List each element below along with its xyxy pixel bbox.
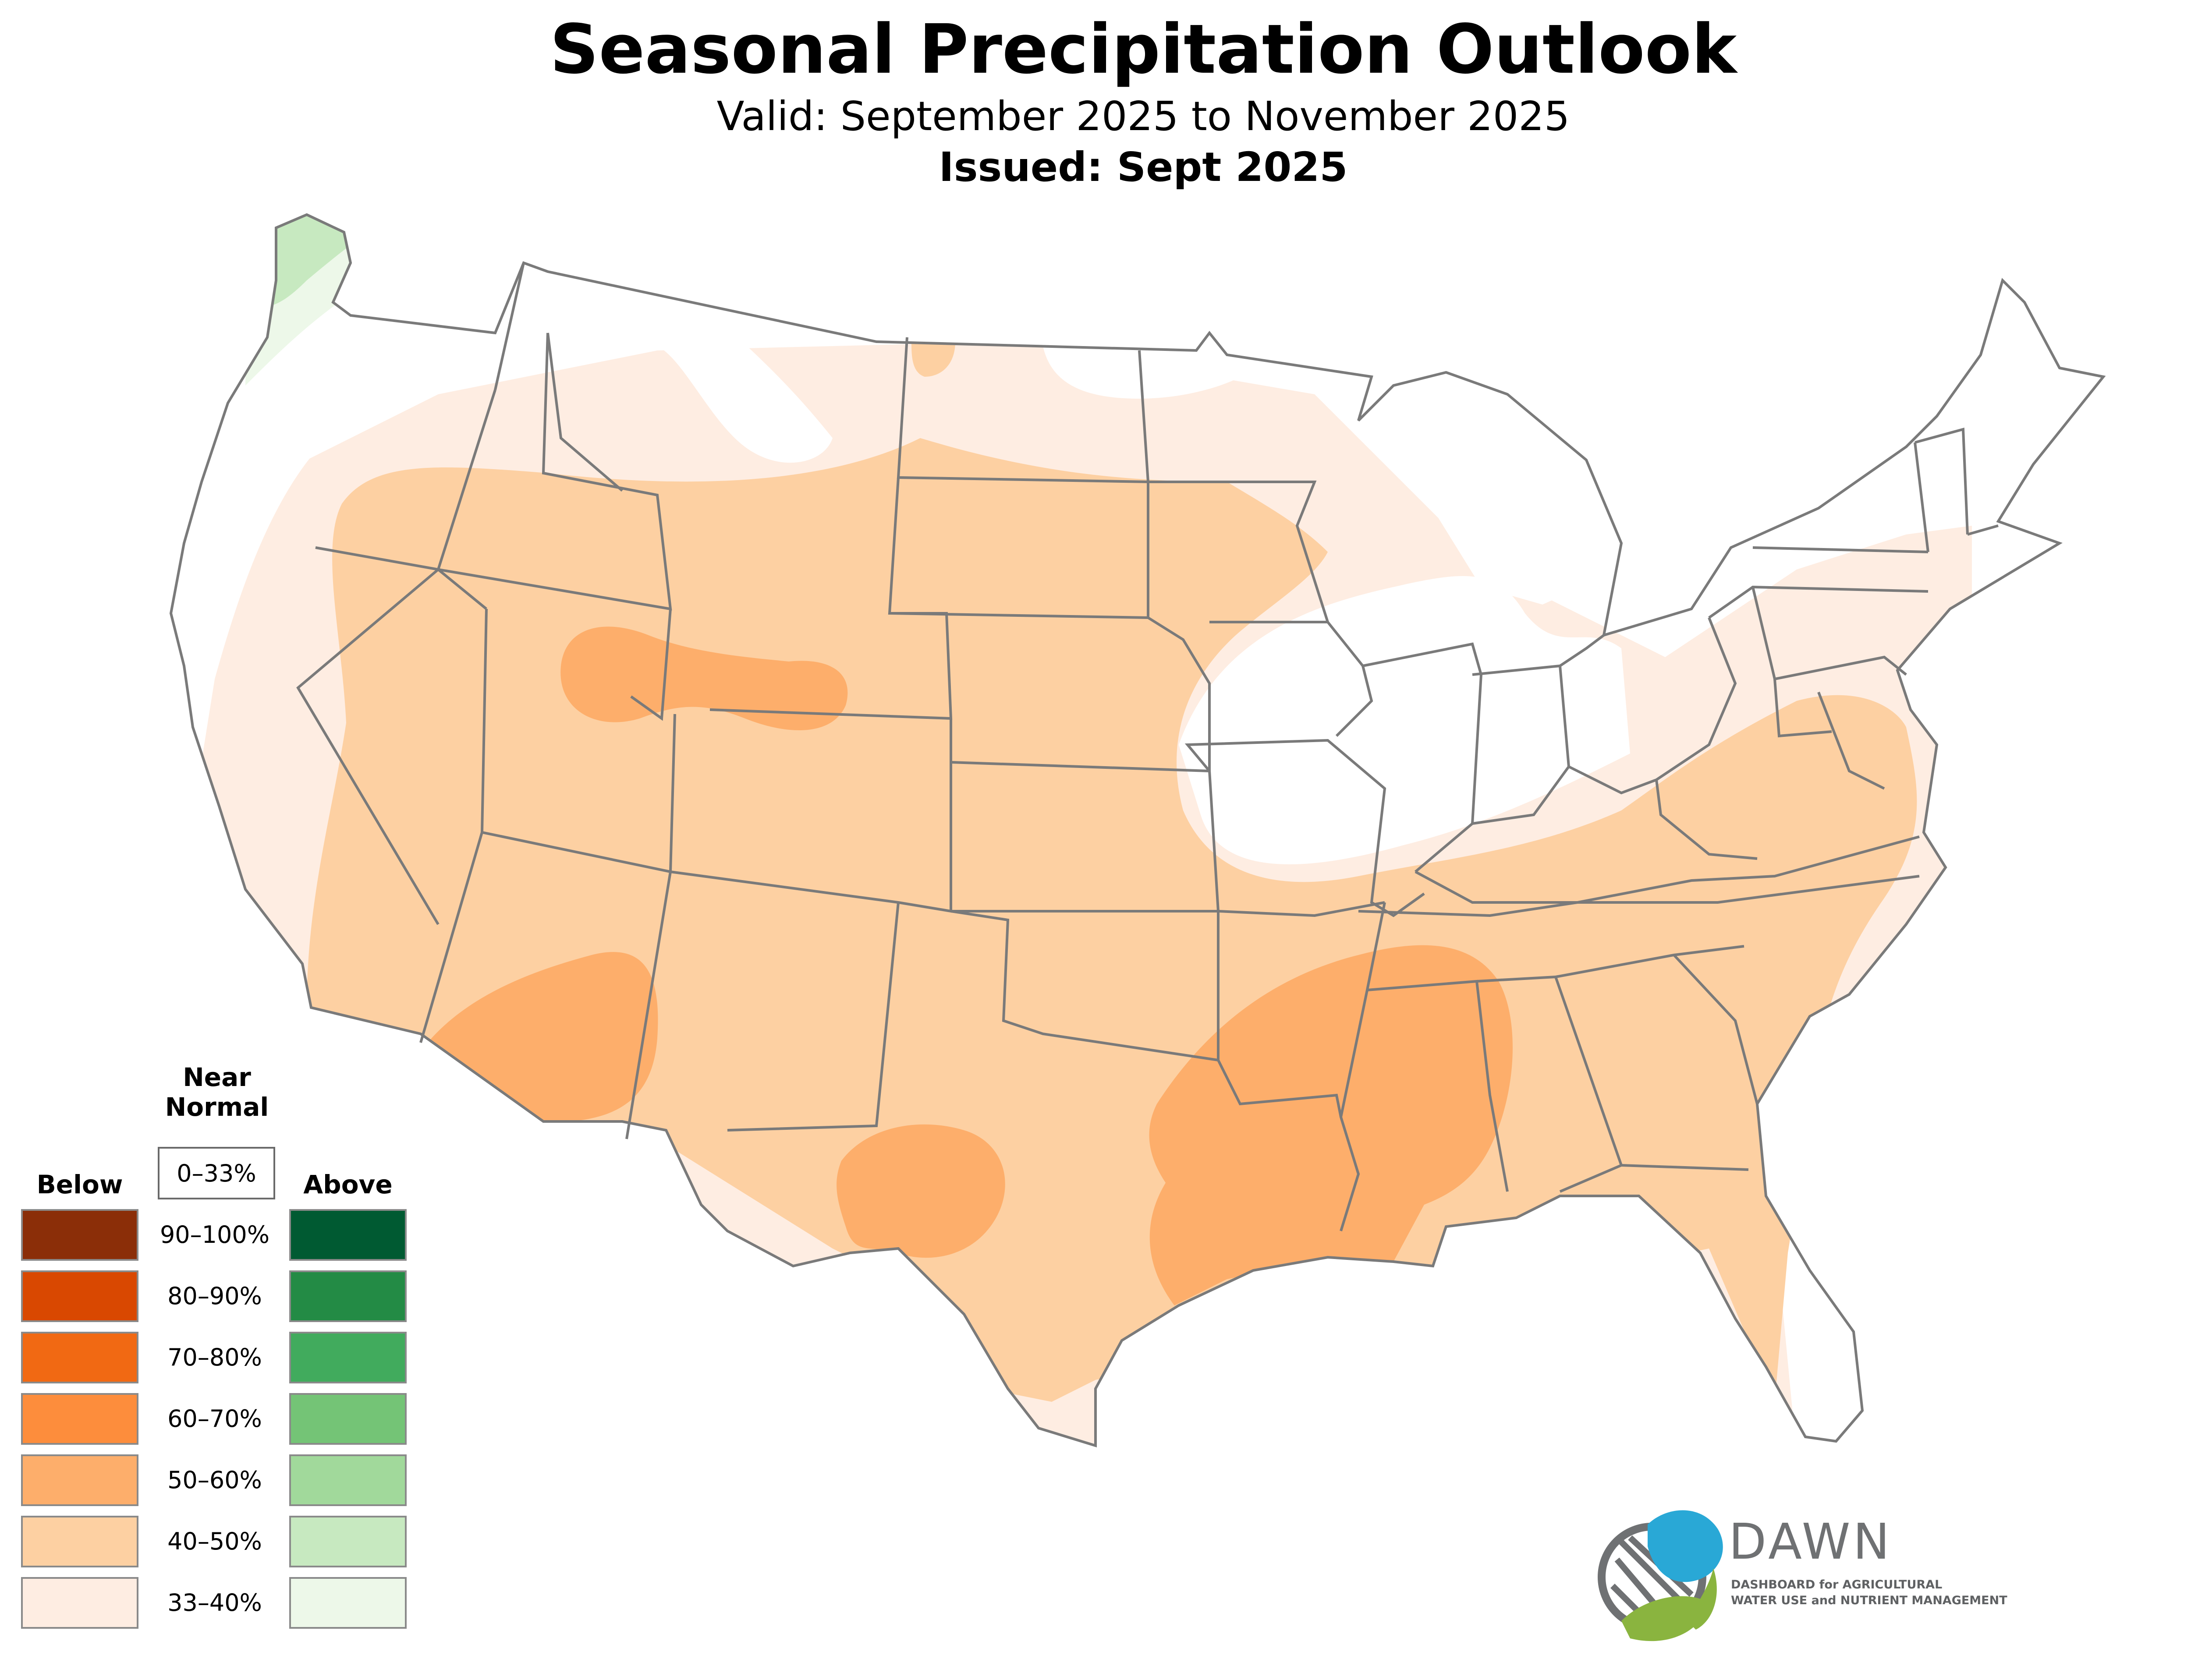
dawn-tagline-line-1: DASHBOARD for AGRICULTURAL: [1731, 1578, 1943, 1592]
legend-below-swatch: [21, 1393, 138, 1445]
near-normal-dakota-region: [1043, 346, 1271, 399]
legend-below-swatch: [21, 1332, 138, 1383]
legend-near-normal-heading: Near Normal: [149, 1062, 285, 1122]
dawn-logo-tagline: DASHBOARD for AGRICULTURAL WATER USE and…: [1731, 1577, 2007, 1609]
legend-below-heading: Below: [36, 1170, 123, 1199]
legend-range-label: 50–60%: [167, 1466, 262, 1494]
legend-above-swatch: [289, 1270, 407, 1322]
below-50-60-utah-wyoming-region: [560, 626, 848, 731]
near-label: Near: [183, 1062, 251, 1092]
legend-below-swatch: [21, 1454, 138, 1506]
dawn-logo-name: DAWN: [1729, 1514, 1893, 1570]
near-normal-midwest-region: [1179, 576, 1630, 865]
legend-above-heading: Above: [303, 1170, 393, 1199]
near-normal-montana-region: [526, 324, 833, 463]
legend-range-label: 70–80%: [167, 1344, 262, 1371]
state-boundaries: [296, 262, 1999, 1231]
legend-range-label: 33–40%: [167, 1589, 262, 1616]
legend-below-swatch: [21, 1270, 138, 1322]
map-title: Seasonal Precipitation Outlook: [550, 10, 1737, 89]
legend-above-swatch: [289, 1454, 407, 1506]
legend-above-swatch: [289, 1209, 407, 1261]
valid-period: Valid: September 2025 to November 2025: [716, 93, 1570, 140]
issued-date: Issued: Sept 2025: [939, 144, 1348, 191]
dawn-logo-icon: [1598, 1510, 1723, 1641]
near-normal-northwest-region: [175, 324, 548, 789]
legend-above-swatch: [289, 1516, 407, 1567]
near-normal-range-box: 0–33%: [158, 1147, 275, 1199]
normal-label: Normal: [165, 1092, 269, 1122]
below-50-60-dakota-pocket: [911, 342, 955, 377]
dawn-tagline-line-2: WATER USE and NUTRIENT MANAGEMENT: [1731, 1594, 2007, 1607]
legend-below-swatch: [21, 1577, 138, 1629]
legend-above-swatch: [289, 1393, 407, 1445]
legend-below-swatch: [21, 1516, 138, 1567]
legend-range-label: 60–70%: [167, 1405, 262, 1432]
legend-range-label: 90–100%: [160, 1221, 270, 1249]
below-50-60-texas-region: [837, 1124, 1005, 1258]
legend-above-swatch: [289, 1577, 407, 1629]
legend-below-swatch: [21, 1209, 138, 1261]
below-40-50-region: [307, 438, 1917, 1402]
legend-above-swatch: [289, 1332, 407, 1383]
legend-range-label: 80–90%: [167, 1282, 262, 1310]
below-50-60-gulf-region: [1149, 945, 1513, 1305]
near-normal-range: 0–33%: [177, 1159, 256, 1187]
legend-range-label: 40–50%: [167, 1528, 262, 1555]
near-normal-michigan-region: [1358, 381, 1621, 605]
